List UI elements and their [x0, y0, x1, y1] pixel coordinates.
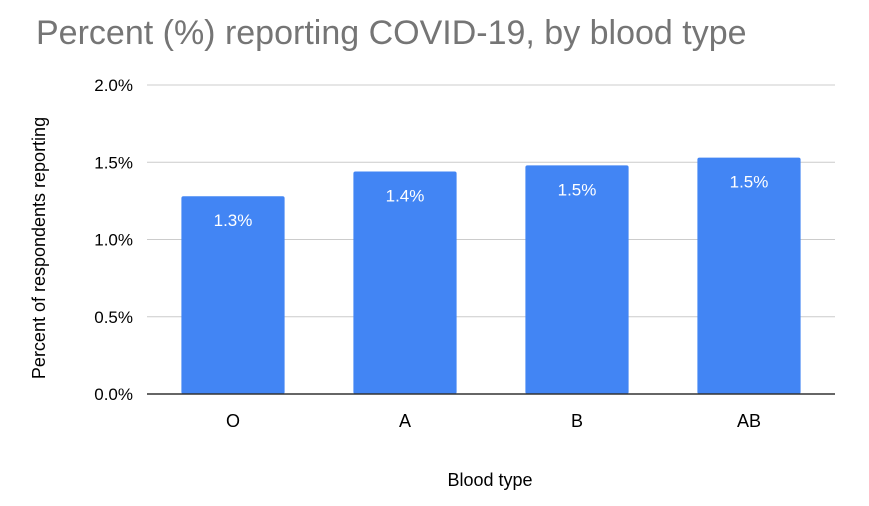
bars: [181, 157, 801, 394]
y-tick-label: 1.5%: [94, 153, 133, 172]
y-tick-labels: 0.0% 0.5% 1.0% 1.5% 2.0%: [94, 76, 133, 404]
bar: [525, 165, 629, 394]
bar: [181, 196, 285, 394]
x-tick-labels: O A B AB: [226, 411, 761, 431]
bar: [697, 157, 801, 394]
data-label: 1.3%: [214, 211, 253, 230]
y-tick-label: 1.0%: [94, 231, 133, 250]
x-tick-label: A: [399, 411, 411, 431]
y-tick-label: 0.5%: [94, 308, 133, 327]
x-tick-label: O: [226, 411, 240, 431]
x-axis-label: Blood type: [447, 470, 532, 490]
y-axis-label: Percent of respondents reporting: [29, 117, 49, 379]
data-labels: 1.3% 1.4% 1.5% 1.5%: [214, 173, 769, 231]
data-label: 1.5%: [558, 180, 597, 199]
data-label: 1.4%: [386, 187, 425, 206]
bar: [353, 171, 457, 394]
x-tick-label: B: [571, 411, 583, 431]
y-tick-label: 2.0%: [94, 76, 133, 95]
y-tick-label: 0.0%: [94, 385, 133, 404]
x-tick-label: AB: [737, 411, 761, 431]
data-label: 1.5%: [730, 173, 769, 192]
chart-title: Percent (%) reporting COVID-19, by blood…: [36, 14, 747, 52]
